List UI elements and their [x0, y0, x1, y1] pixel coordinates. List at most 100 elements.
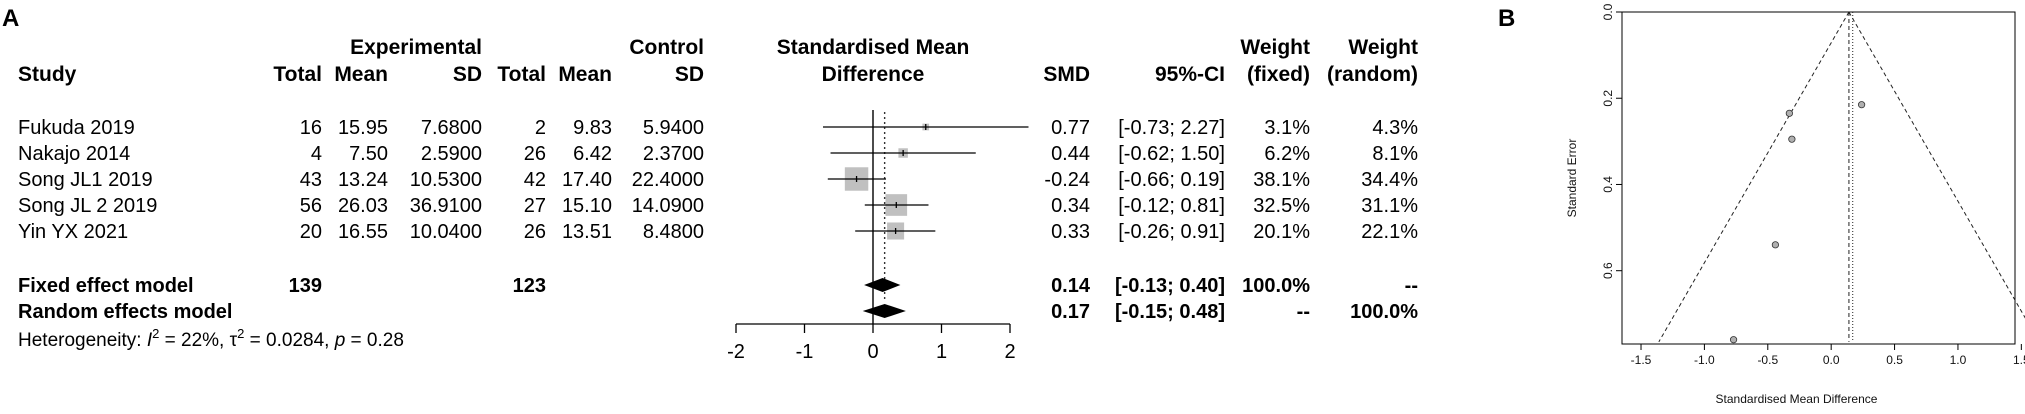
ctl-mean: 15.10 — [562, 195, 612, 217]
header-weight-fixed-line2: (fixed) — [1247, 63, 1310, 86]
exp-sd: 7.6800 — [421, 117, 482, 139]
header-ctl-sd: SD — [675, 63, 704, 86]
funnel-plot: -1.5 -1.0 -0.5 0.0 0.5 1.0 1.5 0.0 0.2 0.4 0.6 Stan… — [1565, 3, 2025, 406]
header-ctl-total: Total — [497, 63, 546, 86]
forest-x-tick-label-0: -2 — [727, 341, 745, 363]
study-name: Yin YX 2021 — [18, 221, 128, 243]
funnel-x-tick-label-4: 0.5 — [1886, 353, 1903, 367]
forest-x-tick-label-2: 0 — [867, 341, 878, 363]
ctl-total: 42 — [524, 169, 546, 191]
exp-mean: 26.03 — [338, 195, 388, 217]
ctl-mean: 6.42 — [573, 143, 612, 165]
random-effects-diamond — [862, 304, 906, 318]
exp-sd: 2.5900 — [421, 143, 482, 165]
ci-value: [-0.62; 1.50] — [1118, 143, 1225, 165]
funnel-right-boundary — [1848, 11, 2025, 319]
funnel-point-0 — [1858, 101, 1866, 109]
funnel-x-tick-label-3: 0.0 — [1823, 353, 1840, 367]
funnel-x-tick-label-2: -0.5 — [1757, 353, 1778, 367]
ctl-mean: 13.51 — [562, 221, 612, 243]
table-header: Experimental Control Standardised Mean W… — [18, 36, 1418, 86]
exp-total: 16 — [300, 117, 322, 139]
ctl-total: 27 — [524, 195, 546, 217]
funnel-point-4 — [1729, 336, 1738, 344]
funnel-left-boundary — [1658, 11, 1850, 343]
funnel-y-axis-title: Standard Error — [1565, 139, 1579, 218]
exp-mean: 16.55 — [338, 221, 388, 243]
ctl-sd: 5.9400 — [643, 117, 704, 139]
funnel-x-tick-label-5: 1.0 — [1950, 353, 1967, 367]
header-ci: 95%-CI — [1155, 63, 1225, 86]
funnel-plot-frame — [1621, 11, 2016, 345]
ctl-mean: 9.83 — [573, 117, 612, 139]
header-weight-random-line2: (random) — [1327, 63, 1418, 86]
smd-value: 0.34 — [1051, 195, 1090, 217]
ctl-sd: 14.0900 — [632, 195, 704, 217]
fixed-exp-total: 139 — [289, 275, 322, 297]
weight-random: 4.3% — [1372, 117, 1418, 139]
ci-value: [-0.26; 0.91] — [1118, 221, 1225, 243]
fixed-ctl-total: 123 — [513, 275, 546, 297]
header-exp-sd: SD — [453, 63, 482, 86]
study-name: Nakajo 2014 — [18, 143, 130, 165]
header-experimental: Experimental — [350, 36, 482, 59]
exp-mean: 13.24 — [338, 169, 388, 191]
funnel-x-tick-label-6: 1.5 — [2013, 353, 2025, 367]
ctl-total: 2 — [535, 117, 546, 139]
fixed-weight-random: -- — [1405, 275, 1418, 297]
study-row-4: Yin YX 2021 20 16.55 10.0400 26 13.51 8.… — [18, 221, 1418, 243]
panel-b-label: B — [1498, 5, 1515, 32]
exp-total: 56 — [300, 195, 322, 217]
funnel-y-tick-label-3: 0.6 — [1601, 262, 1615, 279]
funnel-y-tick-label-1: 0.2 — [1601, 90, 1615, 107]
study-name: Fukuda 2019 — [18, 117, 135, 139]
random-smd: 0.17 — [1051, 301, 1090, 323]
smd-value: -0.24 — [1044, 169, 1090, 191]
funnel-point-1 — [1785, 109, 1793, 117]
smd-value: 0.44 — [1051, 143, 1090, 165]
fixed-effect-row: Fixed effect model 139 123 0.14 [-0.13; … — [18, 275, 1418, 297]
header-weight-fixed-line1: Weight — [1240, 36, 1310, 59]
fixed-smd: 0.14 — [1051, 275, 1091, 297]
weight-fixed: 3.1% — [1264, 117, 1310, 139]
fixed-effect-diamond — [864, 278, 901, 292]
weight-random: 8.1% — [1372, 143, 1418, 165]
panel-a-label: A — [2, 5, 19, 32]
forest-x-tick-label-3: 1 — [936, 341, 947, 363]
weight-random: 22.1% — [1361, 221, 1418, 243]
ci-value: [-0.73; 2.27] — [1118, 117, 1225, 139]
funnel-x-tick-label-0: -1.5 — [1631, 353, 1652, 367]
funnel-x-axis-title: Standardised Mean Difference — [1716, 392, 1878, 406]
header-weight-random-line1: Weight — [1348, 36, 1418, 59]
study-row-2: Song JL1 2019 43 13.24 10.5300 42 17.40 … — [18, 169, 1418, 191]
heterogeneity-text: Heterogeneity: I2 = 22%, τ2 = 0.0284, p … — [18, 326, 404, 351]
study-name: Song JL1 2019 — [18, 169, 153, 191]
funnel-y-tick-label-0: 0.0 — [1601, 3, 1615, 20]
exp-total: 43 — [300, 169, 322, 191]
ctl-sd: 22.4000 — [632, 169, 704, 191]
ctl-mean: 17.40 — [562, 169, 612, 191]
fixed-weight-fixed: 100.0% — [1242, 275, 1310, 297]
header-control: Control — [629, 36, 704, 59]
weight-random: 34.4% — [1361, 169, 1418, 191]
exp-sd: 10.5300 — [410, 169, 482, 191]
ci-value: [-0.12; 0.81] — [1118, 195, 1225, 217]
smd-value: 0.77 — [1051, 117, 1090, 139]
exp-total: 4 — [311, 143, 322, 165]
random-effects-label: Random effects model — [18, 301, 232, 323]
header-exp-total: Total — [273, 63, 322, 86]
funnel-x-tick-label-1: -1.0 — [1694, 353, 1715, 367]
ctl-total: 26 — [524, 221, 546, 243]
exp-total: 20 — [300, 221, 322, 243]
header-smd: SMD — [1043, 63, 1090, 86]
study-name: Song JL 2 2019 — [18, 195, 157, 217]
header-exp-mean: Mean — [334, 63, 388, 86]
forest-x-tick-label-4: 2 — [1004, 341, 1015, 363]
exp-sd: 36.9100 — [410, 195, 482, 217]
fixed-ci: [-0.13; 0.40] — [1115, 275, 1225, 297]
ctl-total: 26 — [524, 143, 546, 165]
study-row-3: Song JL 2 2019 56 26.03 36.9100 27 15.10… — [18, 195, 1418, 217]
exp-mean: 15.95 — [338, 117, 388, 139]
exp-sd: 10.0400 — [410, 221, 482, 243]
